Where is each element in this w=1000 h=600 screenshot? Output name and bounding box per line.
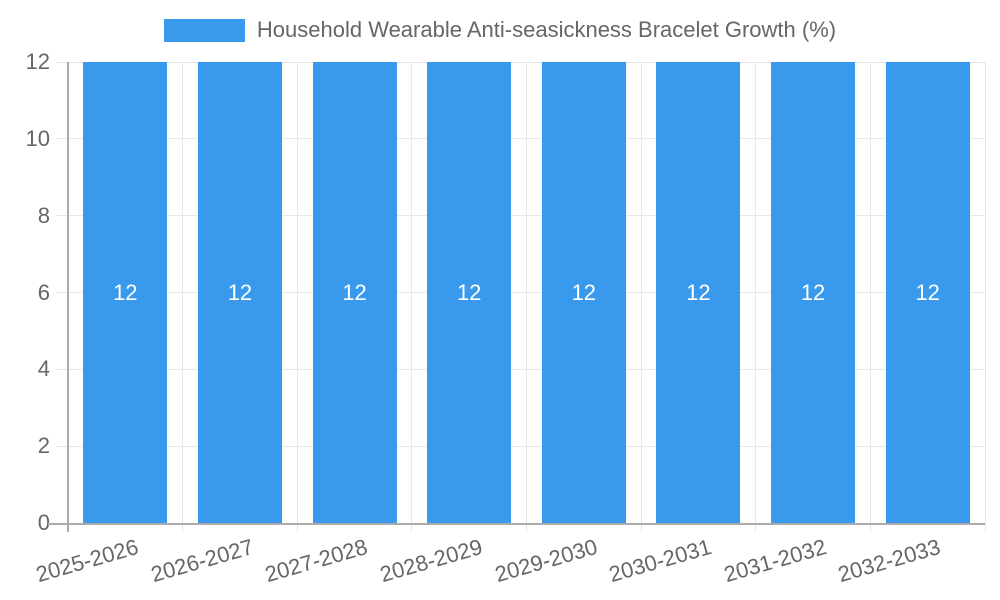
x-tick-label: 2027-2028 xyxy=(262,534,371,588)
x-tick-label: 2030-2031 xyxy=(606,534,715,588)
bar xyxy=(197,62,282,523)
x-tick-label: 2032-2033 xyxy=(835,534,944,588)
bar xyxy=(312,62,397,523)
gridline-vertical xyxy=(182,62,184,532)
gridline-vertical xyxy=(984,62,986,532)
x-tick-label: 2025-2026 xyxy=(33,534,142,588)
bar xyxy=(541,62,626,523)
y-tick-label: 0 xyxy=(37,510,50,535)
gridline-vertical xyxy=(640,62,642,532)
gridline-vertical xyxy=(526,62,527,532)
bar-value-label: 12 xyxy=(113,279,138,305)
y-tick-label: 6 xyxy=(37,279,50,305)
gridline-vertical xyxy=(755,62,757,532)
x-tick-label: 2026-2027 xyxy=(147,534,256,588)
y-tick-label: 10 xyxy=(25,125,50,151)
y-tick-label: 8 xyxy=(37,202,50,228)
gridline-horizontal xyxy=(56,445,985,447)
bar xyxy=(885,62,970,523)
x-tick-label: 2031-2032 xyxy=(720,534,829,588)
bar xyxy=(771,62,856,523)
bar-value-label: 12 xyxy=(571,279,597,305)
gridline-horizontal xyxy=(56,138,985,140)
gridline-horizontal xyxy=(56,368,985,370)
bar xyxy=(656,62,741,523)
legend-label: Household Wearable Anti-seasickness Brac… xyxy=(256,17,837,42)
bar-value-label: 12 xyxy=(227,279,253,305)
chart-legend: Household Wearable Anti-seasickness Brac… xyxy=(0,17,1000,43)
x-axis-line xyxy=(48,523,985,525)
bar-value-label: 12 xyxy=(800,279,826,305)
bar-value-label: 12 xyxy=(456,279,482,305)
x-tick-label: 2028-2029 xyxy=(377,534,486,588)
legend-swatch xyxy=(163,18,245,42)
gridline-vertical xyxy=(411,62,413,532)
gridline-horizontal xyxy=(56,215,985,217)
bar xyxy=(427,62,512,523)
y-tick-label: 4 xyxy=(37,356,50,382)
gridline-vertical xyxy=(296,62,298,532)
bar xyxy=(83,62,168,523)
x-tick-label: 2029-2030 xyxy=(491,534,600,588)
gridline-vertical xyxy=(869,62,871,532)
bar-value-label: 12 xyxy=(686,279,711,305)
legend-item[interactable]: Household Wearable Anti-seasickness Brac… xyxy=(163,17,837,43)
bar-value-label: 12 xyxy=(342,279,367,305)
y-axis-line xyxy=(67,62,69,532)
gridline-horizontal xyxy=(56,292,985,293)
y-tick-label: 2 xyxy=(37,433,50,459)
bar-value-label: 12 xyxy=(915,279,940,305)
gridline-horizontal xyxy=(56,61,985,63)
y-tick-label: 12 xyxy=(25,49,50,74)
